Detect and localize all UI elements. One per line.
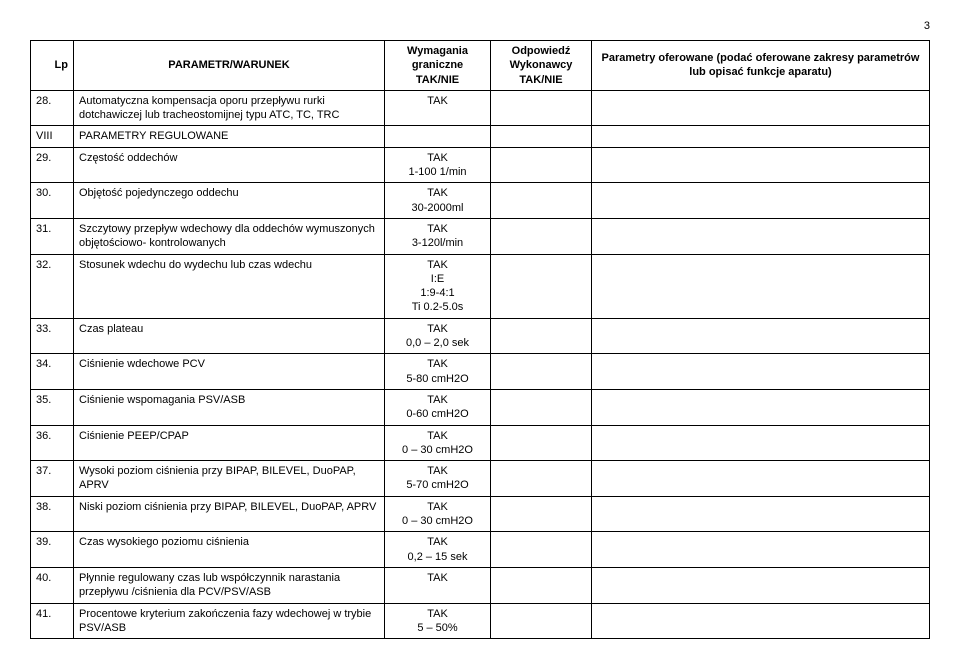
cell-req: TAK I:E 1:9-4:1 Ti 0.2-5.0s — [385, 254, 491, 318]
table-row: VIIIPARAMETRY REGULOWANE — [31, 126, 930, 147]
cell-resp — [491, 425, 592, 461]
cell-lp: 28. — [31, 90, 74, 126]
header-lp: Lp — [31, 41, 74, 91]
table-row: 30.Objętość pojedynczego oddechuTAK 30-2… — [31, 183, 930, 219]
cell-param: Procentowe kryterium zakończenia fazy wd… — [74, 603, 385, 639]
cell-req: TAK 1-100 1/min — [385, 147, 491, 183]
cell-resp — [491, 183, 592, 219]
cell-req: TAK 5-80 cmH2O — [385, 354, 491, 390]
cell-lp: 33. — [31, 318, 74, 354]
cell-param: Częstość oddechów — [74, 147, 385, 183]
table-row: 29.Częstość oddechówTAK 1-100 1/min — [31, 147, 930, 183]
header-resp: Odpowiedź Wykonawcy TAK/NIE — [491, 41, 592, 91]
cell-req: TAK 3-120l/min — [385, 218, 491, 254]
cell-lp: 32. — [31, 254, 74, 318]
cell-resp — [491, 532, 592, 568]
cell-offer — [592, 461, 930, 497]
cell-lp: 38. — [31, 496, 74, 532]
cell-offer — [592, 183, 930, 219]
cell-resp — [491, 389, 592, 425]
table-row: 37.Wysoki poziom ciśnienia przy BIPAP, B… — [31, 461, 930, 497]
cell-resp — [491, 318, 592, 354]
table-row: 32.Stosunek wdechu do wydechu lub czas w… — [31, 254, 930, 318]
cell-offer — [592, 603, 930, 639]
cell-lp: 34. — [31, 354, 74, 390]
cell-lp: 37. — [31, 461, 74, 497]
cell-lp: 39. — [31, 532, 74, 568]
cell-lp: 35. — [31, 389, 74, 425]
cell-param: Niski poziom ciśnienia przy BIPAP, BILEV… — [74, 496, 385, 532]
cell-lp: VIII — [31, 126, 74, 147]
cell-offer — [592, 218, 930, 254]
cell-req: TAK 30-2000ml — [385, 183, 491, 219]
cell-resp — [491, 147, 592, 183]
cell-offer — [592, 496, 930, 532]
header-param: PARAMETR/WARUNEK — [74, 41, 385, 91]
cell-offer — [592, 90, 930, 126]
cell-param: Ciśnienie PEEP/CPAP — [74, 425, 385, 461]
table-row: 31.Szczytowy przepływ wdechowy dla oddec… — [31, 218, 930, 254]
cell-req: TAK — [385, 567, 491, 603]
cell-offer — [592, 318, 930, 354]
cell-offer — [592, 126, 930, 147]
cell-req: TAK 5-70 cmH2O — [385, 461, 491, 497]
cell-resp — [491, 496, 592, 532]
table-header-row: Lp PARAMETR/WARUNEK Wymagania graniczne … — [31, 41, 930, 91]
cell-lp: 29. — [31, 147, 74, 183]
cell-resp — [491, 254, 592, 318]
cell-offer — [592, 254, 930, 318]
cell-param: Ciśnienie wdechowe PCV — [74, 354, 385, 390]
cell-req: TAK 0-60 cmH2O — [385, 389, 491, 425]
cell-lp: 31. — [31, 218, 74, 254]
cell-param: Objętość pojedynczego oddechu — [74, 183, 385, 219]
cell-lp: 40. — [31, 567, 74, 603]
table-row: 38.Niski poziom ciśnienia przy BIPAP, BI… — [31, 496, 930, 532]
table-row: 36.Ciśnienie PEEP/CPAPTAK 0 – 30 cmH2O — [31, 425, 930, 461]
table-row: 35.Ciśnienie wspomagania PSV/ASBTAK 0-60… — [31, 389, 930, 425]
cell-req: TAK 0 – 30 cmH2O — [385, 425, 491, 461]
cell-lp: 36. — [31, 425, 74, 461]
cell-param: Automatyczna kompensacja oporu przepływu… — [74, 90, 385, 126]
cell-offer — [592, 532, 930, 568]
cell-param: PARAMETRY REGULOWANE — [74, 126, 385, 147]
cell-resp — [491, 126, 592, 147]
cell-offer — [592, 147, 930, 183]
cell-param: Wysoki poziom ciśnienia przy BIPAP, BILE… — [74, 461, 385, 497]
cell-offer — [592, 567, 930, 603]
header-offer: Parametry oferowane (podać oferowane zak… — [592, 41, 930, 91]
cell-resp — [491, 354, 592, 390]
page-number: 3 — [30, 20, 930, 32]
cell-param: Stosunek wdechu do wydechu lub czas wdec… — [74, 254, 385, 318]
cell-param: Ciśnienie wspomagania PSV/ASB — [74, 389, 385, 425]
cell-resp — [491, 218, 592, 254]
table-row: 40.Płynnie regulowany czas lub współczyn… — [31, 567, 930, 603]
cell-offer — [592, 389, 930, 425]
cell-req: TAK 0,0 – 2,0 sek — [385, 318, 491, 354]
cell-param: Szczytowy przepływ wdechowy dla oddechów… — [74, 218, 385, 254]
cell-req: TAK — [385, 90, 491, 126]
cell-offer — [592, 425, 930, 461]
cell-req: TAK 5 – 50% — [385, 603, 491, 639]
cell-lp: 41. — [31, 603, 74, 639]
cell-req — [385, 126, 491, 147]
table-row: 39.Czas wysokiego poziomu ciśnieniaTAK 0… — [31, 532, 930, 568]
cell-param: Płynnie regulowany czas lub współczynnik… — [74, 567, 385, 603]
cell-req: TAK 0,2 – 15 sek — [385, 532, 491, 568]
header-req: Wymagania graniczne TAK/NIE — [385, 41, 491, 91]
cell-lp: 30. — [31, 183, 74, 219]
cell-resp — [491, 603, 592, 639]
cell-param: Czas wysokiego poziomu ciśnienia — [74, 532, 385, 568]
cell-param: Czas plateau — [74, 318, 385, 354]
table-row: 41.Procentowe kryterium zakończenia fazy… — [31, 603, 930, 639]
cell-resp — [491, 567, 592, 603]
table-row: 28.Automatyczna kompensacja oporu przepł… — [31, 90, 930, 126]
parameters-table: Lp PARAMETR/WARUNEK Wymagania graniczne … — [30, 40, 930, 639]
table-row: 34.Ciśnienie wdechowe PCVTAK 5-80 cmH2O — [31, 354, 930, 390]
cell-offer — [592, 354, 930, 390]
cell-resp — [491, 461, 592, 497]
cell-resp — [491, 90, 592, 126]
cell-req: TAK 0 – 30 cmH2O — [385, 496, 491, 532]
table-row: 33.Czas plateauTAK 0,0 – 2,0 sek — [31, 318, 930, 354]
